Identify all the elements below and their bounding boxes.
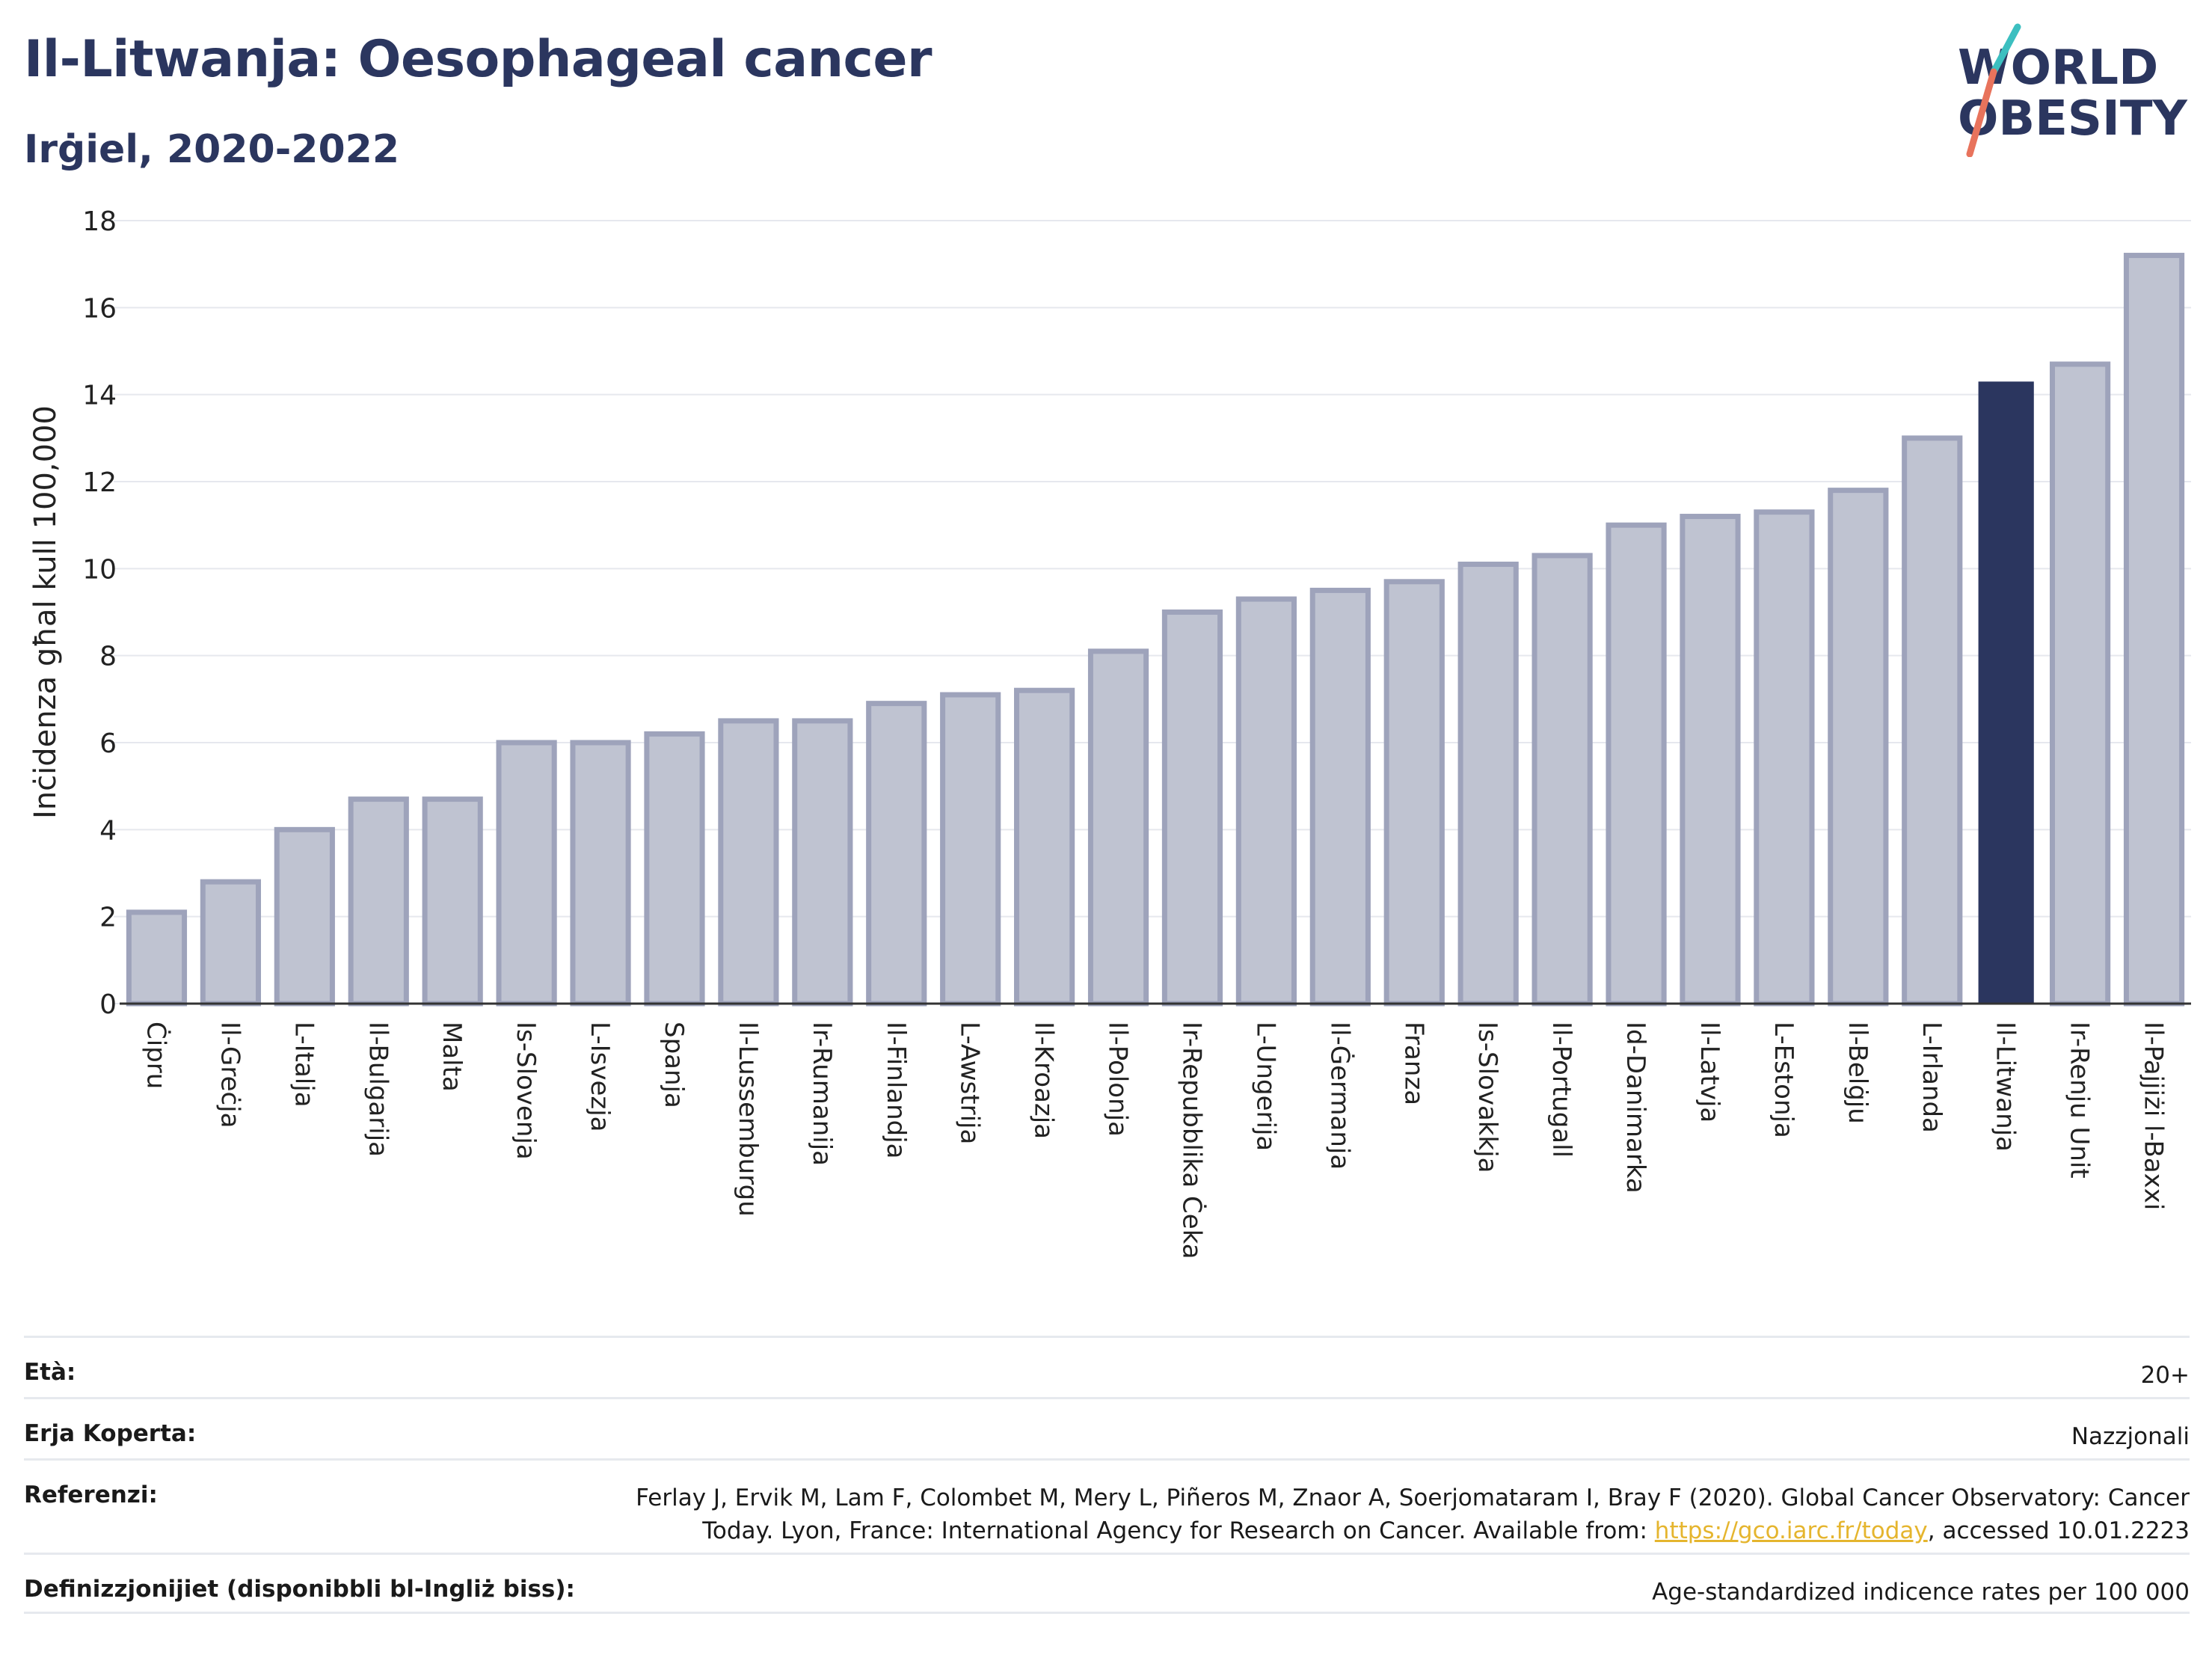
bar-chart: 0 2 4 6 8 10 12 14 16 18 Ċipru Il-Greċja L-Italja Il… [28,206,2191,1259]
x-tick-label: L-Italja [289,1022,319,1108]
y-tick-label: 18 [82,206,117,237]
bar-il-finlandja [866,701,927,1007]
bar-il-polonja [1087,648,1149,1007]
x-tick-label: L-Awstrija [955,1022,985,1144]
x-tick-label: Id-Danimarka [1620,1022,1650,1194]
bar-l-ungerija [1235,596,1297,1007]
meta-row-age: Età: 20+ [24,1336,2190,1397]
bar-il-ġermanja [1309,587,1371,1007]
x-tick-label: L-Estonja [1769,1022,1798,1138]
definitions-label: Definizzjonijiet (disponibbli bl-Ingliż … [24,1576,575,1603]
bar-spanja [644,731,705,1007]
y-tick-label: 6 [99,728,117,759]
x-axis-ticks: Ċipru Il-Greċja L-Italja Il-Bulgarija Malta I… [141,1022,2168,1259]
x-tick-label: Il-Portugall [1546,1022,1576,1158]
meta-row-area: Erja Koperta: Nazzjonali [24,1397,2190,1458]
bar-ir-repubblika-ċeka [1161,610,1223,1007]
bar-il-greċja [200,879,261,1007]
references-value: Ferlay J, Ervik M, Lam F, Colombet M, Me… [597,1481,2190,1547]
age-value: 20+ [2140,1362,2190,1389]
references-accessed: , accessed 10.01.2223 [1927,1517,2190,1544]
world-obesity-logo: WORLD OBESITY [1958,23,2187,157]
bar-il-kroazja [1014,687,1075,1007]
references-text: Ferlay J, Ervik M, Lam F, Colombet M, Me… [636,1484,2190,1544]
bar-l-irlanda [1902,435,1963,1007]
x-tick-label: Is-Slovakkja [1472,1022,1502,1173]
x-tick-label: Il-Lussemburgu [733,1022,763,1217]
chart-title: Il-Litwanja: Oesophageal cancer [24,30,932,89]
bar-il-portugall [1531,553,1593,1007]
x-tick-label: Il-Polonja [1103,1022,1133,1137]
y-tick-label: 12 [82,467,117,498]
x-tick-label: Ir-Rumanija [807,1022,837,1166]
y-tick-label: 16 [82,293,117,324]
bar-ir-renju-unit [2050,361,2111,1007]
bar-is-slovakkja [1457,562,1519,1007]
bar-il-belġju [1828,488,1889,1007]
x-tick-label: Il-Ġermanja [1324,1022,1355,1170]
x-tick-label: Il-Litwanja [1991,1022,2021,1152]
bar-l-awstrija [940,692,1001,1007]
y-tick-label: 10 [82,554,117,585]
chart-subtitle: Irġiel, 2020-2022 [24,127,400,172]
metadata-table: Età: 20+ Erja Koperta: Nazzjonali Refere… [24,1336,2190,1614]
x-tick-label: Is-Slovenja [511,1022,541,1160]
y-axis-ticks: 0 2 4 6 8 10 12 14 16 18 [82,206,117,1020]
x-tick-label: Il-Kroazja [1029,1022,1059,1139]
x-tick-label: Ir-Repubblika Ċeka [1176,1022,1207,1259]
bar-il-litwanja [1978,381,2034,1004]
x-tick-label: Il-Bulgarija [363,1022,393,1157]
x-tick-label: L-Irlanda [1917,1022,1947,1133]
y-tick-label: 8 [99,642,117,672]
bar-malta [422,796,483,1007]
y-tick-label: 4 [99,815,117,846]
x-tick-label: Il-Pajjiżi l-Baxxi [2139,1022,2169,1210]
bar-l-isvezja [570,740,631,1007]
bar-il-pajjiżi-l-baxxi [2123,253,2185,1007]
bar-l-italja [274,826,335,1007]
bar-il-latvja [1680,514,1741,1007]
y-tick-label: 0 [99,989,117,1020]
meta-row-references: Referenzi: Ferlay J, Ervik M, Lam F, Col… [24,1458,2190,1553]
references-link[interactable]: https://gco.iarc.fr/today [1654,1517,1928,1544]
age-label: Età: [24,1359,76,1386]
bar-il-bulgarija [348,796,409,1007]
x-tick-label: Il-Latvja [1695,1022,1724,1123]
bar-ir-rumanija [792,718,853,1007]
definitions-value: Age-standardized indicence rates per 100… [1652,1579,2190,1606]
y-axis-label: Inċidenza għal kull 100,000 [28,405,63,819]
x-tick-label: Il-Greċja [215,1022,245,1128]
y-tick-label: 14 [82,381,117,411]
bar-l-estonja [1754,509,1815,1007]
meta-row-definitions: Definizzjonijiet (disponibbli bl-Ingliż … [24,1553,2190,1614]
x-tick-label: Il-Belġju [1843,1022,1872,1124]
bar-id-danimarka [1606,522,1667,1007]
area-value: Nazzjonali [2071,1423,2190,1450]
bars [126,253,2185,1007]
x-tick-label: Spanja [659,1022,689,1108]
x-tick-label: L-Isvezja [585,1022,615,1132]
bar-is-slovenja [496,740,557,1007]
x-tick-label: Il-Finlandja [881,1022,911,1159]
y-tick-label: 2 [99,903,117,933]
logo-slash-bottom [1966,68,1997,157]
x-tick-label: Malta [437,1022,467,1092]
bar-il-lussemburgu [718,718,779,1007]
x-tick-label: Franza [1398,1022,1428,1105]
bar-franza [1383,579,1445,1007]
bar-ċipru [126,909,188,1007]
x-tick-label: Ċipru [141,1022,171,1089]
x-tick-label: L-Ungerija [1250,1022,1280,1151]
logo-slash-top [1990,23,2021,76]
logo-word-2: OBESITY [1958,91,2187,147]
area-label: Erja Koperta: [24,1420,197,1447]
x-tick-label: Ir-Renju Unit [2065,1022,2095,1179]
references-label: Referenzi: [24,1481,158,1508]
